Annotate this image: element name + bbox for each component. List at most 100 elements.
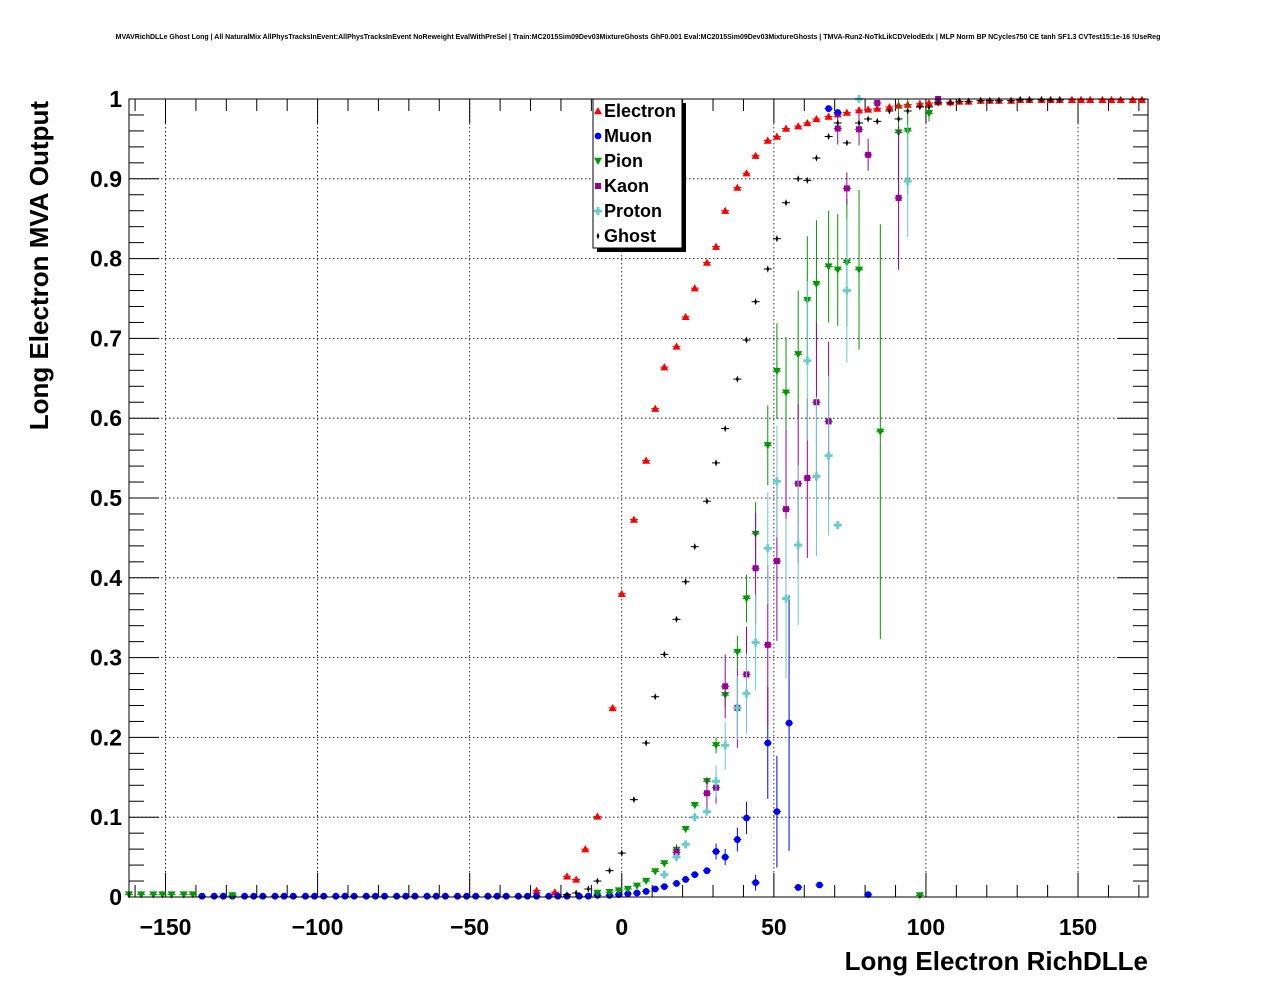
data-point	[432, 892, 441, 900]
data-point	[651, 868, 660, 876]
series-ghost	[563, 96, 1064, 899]
data-point	[563, 872, 572, 880]
data-point	[824, 375, 833, 536]
series-electron	[532, 95, 1146, 896]
data-point	[742, 336, 751, 344]
series-muon	[198, 105, 873, 900]
data-point	[681, 578, 690, 586]
data-point	[812, 114, 821, 123]
data-point	[623, 885, 632, 894]
data-point	[824, 132, 833, 141]
legend-entry: Ghost	[596, 226, 656, 246]
legend-entry: Muon	[594, 126, 652, 146]
data-point	[894, 126, 903, 270]
data-point	[876, 224, 885, 640]
data-point	[824, 210, 833, 323]
data-point	[401, 892, 410, 900]
data-point	[289, 892, 298, 900]
data-point	[441, 892, 450, 900]
data-point	[371, 892, 380, 900]
y-tick-label: 0.1	[90, 804, 122, 830]
data-point	[642, 888, 651, 895]
axis-ticks	[129, 98, 1148, 898]
data-point	[660, 860, 669, 868]
data-point	[593, 889, 602, 898]
x-tick-label: −50	[450, 914, 489, 940]
data-point	[219, 892, 228, 900]
y-axis-title: Long Electron MVA Output	[24, 101, 54, 431]
data-point	[833, 112, 842, 145]
data-point	[864, 891, 873, 899]
data-point	[350, 892, 359, 900]
data-point	[721, 654, 730, 719]
data-point	[660, 883, 669, 891]
data-point	[702, 258, 711, 266]
data-point	[240, 892, 249, 900]
data-point	[690, 543, 699, 551]
data-point	[572, 875, 581, 883]
data-point	[785, 595, 794, 851]
data-point	[523, 892, 532, 900]
data-point	[873, 117, 882, 125]
data-point	[198, 892, 207, 900]
data-point	[824, 105, 833, 112]
data-point	[660, 650, 669, 659]
data-point	[249, 892, 258, 900]
series-proton	[660, 95, 912, 879]
legend-entry: Proton	[594, 201, 662, 221]
data-point	[362, 892, 371, 900]
legend-label: Kaon	[604, 176, 649, 196]
data-point	[702, 867, 711, 875]
data-point	[453, 892, 462, 900]
data-point	[651, 693, 660, 701]
data-point	[885, 102, 894, 111]
legend-label: Electron	[604, 101, 676, 121]
y-tick-label: 0.7	[90, 325, 122, 351]
data-point	[702, 777, 711, 810]
data-point	[310, 892, 319, 900]
data-point	[915, 892, 924, 900]
data-point	[410, 892, 419, 900]
y-tick-label: 0	[109, 884, 122, 910]
data-point	[471, 892, 480, 900]
y-tick-label: 0.8	[90, 246, 122, 272]
data-point	[803, 176, 812, 184]
data-point	[833, 119, 842, 127]
data-point	[672, 880, 681, 887]
x-tick-label: 0	[615, 914, 628, 940]
data-point	[794, 884, 803, 891]
tick-labels: −150 −100 −50 0 50 100 150 0 0.1 0.2 0.3 0.4 0.5 0.6 0…	[90, 86, 1097, 940]
data-point	[782, 199, 791, 207]
data-point	[812, 154, 821, 162]
data-point	[772, 755, 781, 868]
data-point	[572, 889, 581, 897]
data-point	[629, 796, 638, 804]
data-point	[563, 891, 572, 899]
data-point	[763, 136, 772, 144]
data-point	[617, 589, 626, 597]
data-point	[733, 827, 742, 852]
data-point	[1046, 96, 1055, 104]
data-point	[493, 892, 502, 900]
data-point	[742, 169, 751, 177]
data-point	[660, 363, 669, 371]
data-point	[581, 845, 590, 853]
legend-box	[592, 98, 683, 249]
data-point	[158, 891, 167, 899]
data-point	[614, 887, 623, 895]
data-point	[179, 891, 188, 899]
data-point	[812, 396, 821, 557]
data-point	[629, 515, 638, 523]
data-point	[690, 284, 699, 292]
y-tick-label: 0.3	[90, 645, 122, 671]
data-point	[331, 892, 340, 900]
data-point	[721, 849, 730, 866]
data-point	[623, 890, 632, 898]
data-point	[593, 877, 602, 885]
data-point	[955, 97, 964, 105]
data-point	[772, 425, 781, 538]
data-point	[681, 876, 690, 883]
data-point	[651, 404, 660, 412]
data-point	[617, 849, 626, 857]
data-point	[584, 885, 593, 893]
